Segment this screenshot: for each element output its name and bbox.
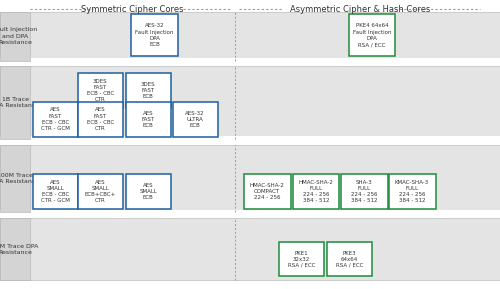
FancyBboxPatch shape bbox=[32, 102, 78, 137]
FancyBboxPatch shape bbox=[0, 218, 30, 280]
Text: 1B Trace
DPA Resistance: 1B Trace DPA Resistance bbox=[0, 97, 39, 108]
FancyBboxPatch shape bbox=[0, 12, 30, 61]
FancyBboxPatch shape bbox=[292, 174, 340, 209]
FancyBboxPatch shape bbox=[78, 174, 123, 209]
FancyBboxPatch shape bbox=[0, 218, 500, 280]
Text: PKE4 64x64
Fault Injection
DPA
RSA / ECC: PKE4 64x64 Fault Injection DPA RSA / ECC bbox=[353, 23, 391, 47]
FancyBboxPatch shape bbox=[0, 210, 500, 215]
Text: AES
FAST
ECB - CBC
CTR - GCM: AES FAST ECB - CBC CTR - GCM bbox=[41, 108, 70, 131]
Text: Fault Injection
and DPA
Resistance: Fault Injection and DPA Resistance bbox=[0, 27, 37, 45]
Text: HMAC-SHA-2
FULL
224 - 256
384 - 512: HMAC-SHA-2 FULL 224 - 256 384 - 512 bbox=[298, 180, 334, 203]
Text: KMAC-SHA-3
FULL
224 - 256
384 - 512: KMAC-SHA-3 FULL 224 - 256 384 - 512 bbox=[395, 180, 429, 203]
Text: AES-32
Fault Injection
DPA
ECB: AES-32 Fault Injection DPA ECB bbox=[135, 23, 174, 47]
Text: PKE3
64x64
RSA / ECC: PKE3 64x64 RSA / ECC bbox=[336, 251, 363, 268]
Text: AES
SMALL
ECB: AES SMALL ECB bbox=[140, 183, 157, 200]
FancyBboxPatch shape bbox=[131, 14, 178, 56]
FancyBboxPatch shape bbox=[78, 73, 123, 108]
FancyBboxPatch shape bbox=[0, 66, 500, 139]
FancyBboxPatch shape bbox=[32, 174, 78, 209]
Text: 3DES
FAST
ECB: 3DES FAST ECB bbox=[141, 81, 156, 99]
Text: Symmetric Cipher Cores: Symmetric Cipher Cores bbox=[81, 5, 184, 14]
FancyBboxPatch shape bbox=[388, 174, 436, 209]
Text: AES
SMALL
ECB - CBC
CTR - GCM: AES SMALL ECB - CBC CTR - GCM bbox=[41, 180, 70, 203]
Text: Asymmetric Cipher & Hash Cores: Asymmetric Cipher & Hash Cores bbox=[290, 5, 430, 14]
FancyBboxPatch shape bbox=[0, 144, 500, 212]
Text: AES
FAST
ECB - CBC
CTR: AES FAST ECB - CBC CTR bbox=[86, 108, 114, 131]
Text: PKE1
32x32
RSA / ECC: PKE1 32x32 RSA / ECC bbox=[288, 251, 315, 268]
FancyBboxPatch shape bbox=[126, 73, 171, 108]
Text: 100M Trace
DPA Resistance: 100M Trace DPA Resistance bbox=[0, 173, 39, 184]
Text: 3DES
FAST
ECB - CBC
CTR: 3DES FAST ECB - CBC CTR bbox=[86, 79, 114, 102]
FancyBboxPatch shape bbox=[0, 144, 30, 212]
FancyBboxPatch shape bbox=[0, 66, 30, 139]
Text: 10M Trace DPA
Resistance: 10M Trace DPA Resistance bbox=[0, 244, 38, 255]
Text: HMAC-SHA-2
COMPACT
224 - 256: HMAC-SHA-2 COMPACT 224 - 256 bbox=[250, 183, 284, 200]
Text: SHA-3
FULL
224 - 256
384 - 512: SHA-3 FULL 224 - 256 384 - 512 bbox=[351, 180, 378, 203]
Text: AES
SMALL
ECB+CBC+
CTR: AES SMALL ECB+CBC+ CTR bbox=[84, 180, 116, 203]
FancyBboxPatch shape bbox=[126, 102, 171, 137]
FancyBboxPatch shape bbox=[126, 174, 171, 209]
Text: AES-32
ULTRA
ECB: AES-32 ULTRA ECB bbox=[186, 110, 205, 128]
FancyBboxPatch shape bbox=[0, 58, 500, 63]
FancyBboxPatch shape bbox=[172, 102, 218, 137]
Text: AES
FAST
ECB: AES FAST ECB bbox=[142, 110, 155, 128]
FancyBboxPatch shape bbox=[340, 174, 388, 209]
FancyBboxPatch shape bbox=[244, 174, 290, 209]
FancyBboxPatch shape bbox=[78, 102, 123, 137]
FancyBboxPatch shape bbox=[278, 242, 324, 276]
FancyBboxPatch shape bbox=[326, 242, 372, 276]
FancyBboxPatch shape bbox=[0, 12, 500, 61]
FancyBboxPatch shape bbox=[0, 136, 500, 141]
FancyBboxPatch shape bbox=[348, 14, 396, 56]
